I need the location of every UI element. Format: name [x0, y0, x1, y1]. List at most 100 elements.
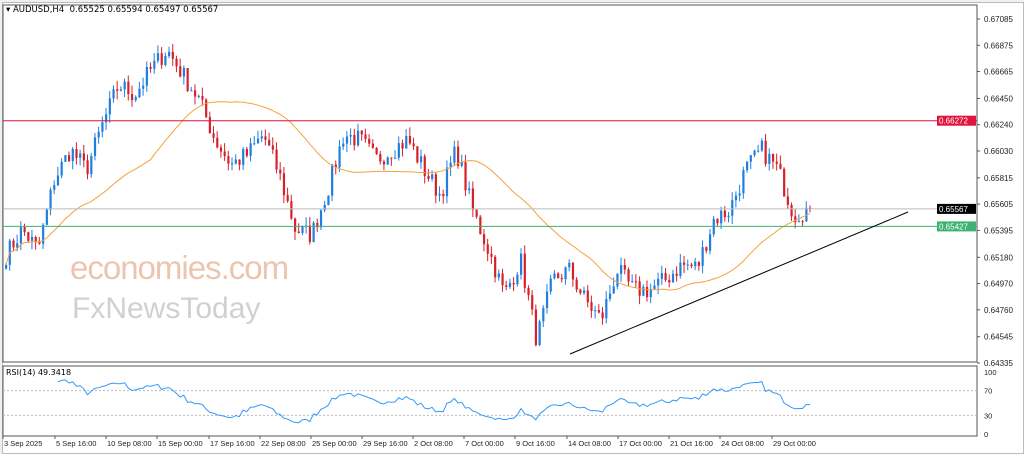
candle-body	[786, 196, 789, 205]
candle-body	[742, 170, 745, 194]
candle-body	[749, 155, 752, 162]
candle	[305, 217, 308, 234]
candle-body	[805, 207, 808, 222]
candle	[216, 131, 219, 149]
candle	[290, 194, 293, 220]
candle-body	[75, 148, 78, 158]
candle	[308, 217, 312, 245]
candle-body	[464, 162, 467, 191]
candle-body	[557, 273, 560, 279]
candle	[545, 283, 549, 314]
candle-body	[34, 237, 37, 242]
chart-header: ▾ AUDUSD,H4 0.65525 0.65594 0.65497 0.65…	[6, 5, 219, 15]
candle	[505, 280, 508, 291]
candle	[657, 272, 660, 295]
candle	[368, 134, 371, 148]
candle	[97, 126, 100, 144]
candle-body	[616, 273, 619, 287]
candle-body	[734, 195, 738, 201]
candle	[671, 269, 675, 283]
candle	[564, 266, 567, 285]
candle-body	[316, 222, 319, 228]
candle	[768, 148, 771, 171]
candle-body	[482, 234, 486, 245]
candle-body	[142, 85, 145, 89]
candle-body	[690, 264, 693, 267]
price-label: 0.65427	[939, 222, 968, 231]
candle-body	[738, 193, 741, 196]
candle	[490, 246, 493, 264]
candle-body	[145, 67, 148, 86]
x-tick-label: 15 Sep 00:00	[158, 439, 203, 448]
candle	[731, 192, 734, 225]
candle	[116, 80, 119, 100]
y-tick-label: 0.66875	[984, 41, 1013, 50]
candle	[79, 149, 82, 166]
y-tick-label: 0.66450	[984, 94, 1013, 103]
candle-body	[582, 290, 586, 294]
y-tick-label: 0.64760	[984, 306, 1013, 315]
candle-body	[586, 290, 589, 303]
candle-body	[245, 149, 249, 156]
main-panel-border	[2, 4, 978, 363]
candle	[219, 144, 223, 158]
candle	[445, 160, 449, 204]
candle	[375, 147, 378, 155]
ohlc-values: 0.65525 0.65594 0.65497 0.65567	[69, 5, 219, 15]
candle	[801, 220, 804, 227]
candle-body	[694, 261, 697, 267]
candle-body	[438, 193, 441, 196]
candle-body	[286, 195, 289, 202]
candle	[264, 129, 267, 146]
y-tick-label: 0.65395	[984, 226, 1013, 235]
y-tick-label: 0.64335	[984, 359, 1013, 368]
candle	[130, 85, 134, 107]
candle-body	[623, 265, 626, 270]
candle	[542, 305, 545, 327]
candle	[227, 150, 230, 171]
candle	[668, 274, 671, 288]
candle	[245, 146, 249, 158]
candle-body	[227, 156, 230, 164]
candle-body	[649, 288, 652, 298]
candle-body	[801, 221, 804, 223]
candle-body	[397, 143, 400, 158]
candle	[786, 187, 789, 210]
candle	[90, 152, 93, 178]
candle	[645, 280, 649, 302]
candle-body	[179, 66, 182, 77]
candle	[575, 277, 578, 293]
candle-body	[60, 161, 63, 176]
candle-body	[771, 153, 775, 162]
candle-body	[653, 285, 656, 289]
candle-body	[42, 224, 45, 244]
candle	[401, 139, 404, 157]
candle	[282, 166, 286, 204]
candle	[742, 166, 745, 199]
candle-body	[216, 137, 219, 148]
candle-body	[468, 188, 471, 191]
candle	[675, 266, 678, 282]
candle-body	[512, 283, 515, 285]
candle	[108, 90, 111, 123]
candle-body	[175, 58, 178, 67]
candle-body	[746, 161, 749, 171]
candle-body	[668, 279, 671, 283]
y-tick-label: 0.65180	[984, 253, 1013, 262]
candle	[171, 44, 174, 66]
candle	[686, 259, 689, 271]
x-tick-label: 3 Sep 2025	[4, 439, 42, 448]
candle	[275, 142, 278, 174]
candle	[642, 284, 645, 297]
candle-body	[697, 261, 701, 266]
rsi-panel-border	[2, 365, 978, 437]
candle	[508, 278, 512, 289]
candle-body	[764, 140, 767, 164]
candle-body	[171, 51, 174, 59]
candle	[34, 235, 37, 250]
x-tick-label: 14 Oct 08:00	[568, 439, 611, 448]
candle-body	[219, 147, 223, 152]
candle	[512, 276, 515, 292]
